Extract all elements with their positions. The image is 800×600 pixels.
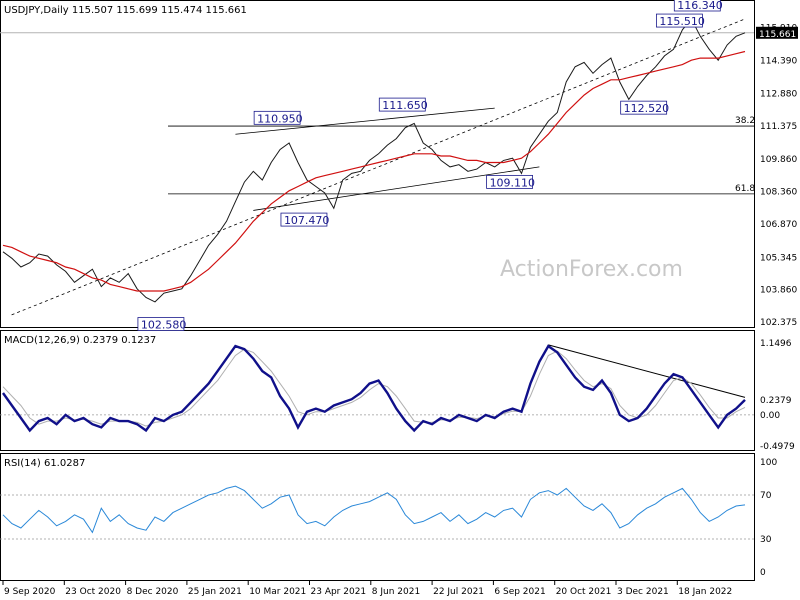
- main-y-tick-label: 105.345: [760, 253, 797, 263]
- main-y-tick-label: 103.860: [760, 286, 797, 296]
- current-price-tag: [756, 26, 798, 39]
- annotation-label: 112.520: [624, 102, 670, 115]
- annotation-label: 110.950: [257, 112, 303, 125]
- annotation-box: [137, 317, 185, 331]
- macd-y-tick-label: 1.1496: [760, 339, 792, 349]
- macd-y-tick-label: 0.00: [760, 411, 780, 421]
- main-y-tick-label: 108.360: [760, 188, 797, 198]
- main-y-tick-label: 111.375: [760, 122, 797, 132]
- fib-level-label: 61.8: [735, 184, 755, 194]
- x-tick-label: 23 Oct 2020: [65, 587, 121, 597]
- x-tick-label: 20 Oct 2021: [556, 587, 612, 597]
- annotation-label: 115.510: [659, 15, 705, 28]
- axes: 115.910114.390112.880111.375109.860108.3…: [2, 23, 798, 597]
- macd-title: MACD(12,26,9) 0.2379 0.1237: [4, 335, 156, 346]
- annotation-label: 109.110: [490, 176, 536, 189]
- x-tick-label: 25 Jan 2021: [188, 587, 242, 597]
- x-tick-label: 6 Sep 2021: [494, 587, 545, 597]
- macd-y-tick-label: -0.4979: [760, 442, 795, 452]
- main-title: USDJPY,Daily 115.507 115.699 115.474 115…: [4, 5, 247, 16]
- rsi-y-tick-label: 30: [760, 535, 772, 545]
- annotation-label: 102.580: [141, 319, 187, 332]
- annotation-box: [378, 97, 426, 112]
- sma-series-line: [2, 50, 746, 292]
- trendline-lower: [253, 166, 540, 211]
- x-tick-label: 3 Dec 2021: [617, 587, 669, 597]
- macd-chart: [0, 344, 754, 433]
- x-tick-label: 8 Dec 2020: [127, 587, 179, 597]
- watermark: ActionForex.com: [500, 257, 683, 282]
- macd-series-line: [2, 344, 746, 433]
- annotation-box: [253, 110, 301, 125]
- x-tick-label: 10 Mar 2021: [249, 587, 306, 597]
- main-y-tick-label: 112.880: [760, 89, 797, 99]
- annotation-box: [486, 174, 533, 189]
- macd-panel-frame: [0, 330, 755, 451]
- main-y-tick-label: 114.390: [760, 56, 797, 66]
- rsi-y-tick-label: 0: [760, 568, 766, 578]
- macd-y-tick-label: 0.2379: [760, 396, 792, 406]
- annotation-label: 111.650: [382, 99, 428, 112]
- rsi-y-tick-label: 100: [760, 458, 777, 468]
- annotation-box: [620, 100, 668, 115]
- annotation-label: 116.340: [677, 0, 723, 12]
- fib-level-label: 38.2: [735, 116, 755, 126]
- rsi-panel-frame: [0, 453, 755, 581]
- x-tick-label: 9 Sep 2020: [4, 587, 56, 597]
- x-tick-label: 8 Jun 2021: [372, 587, 420, 597]
- main-chart: 38.2 61.8 102.580 107.470 110.950 111.650 109.…: [0, 0, 755, 332]
- rsi-title: RSI(14) 61.0287: [4, 458, 85, 469]
- trendline-upper: [235, 107, 495, 135]
- main-y-tick-label: 106.870: [760, 220, 797, 230]
- annotation-box: [280, 212, 328, 227]
- annotation-label: 107.470: [284, 214, 330, 227]
- rsi-chart: [0, 485, 754, 540]
- current-price-label: 115.661: [759, 30, 796, 40]
- rsi-series-line: [2, 485, 746, 534]
- annotation-box: [656, 13, 703, 28]
- x-tick-label: 22 Jul 2021: [433, 587, 484, 597]
- annotation-box: [673, 0, 721, 12]
- main-y-tick-label: 109.860: [760, 155, 797, 165]
- x-tick-label: 23 Apr 2021: [311, 587, 367, 597]
- main-y-tick-label: 102.375: [760, 318, 797, 328]
- price-series-line: [2, 17, 746, 303]
- main-panel-frame: [0, 0, 755, 328]
- macd-trendline: [548, 344, 746, 398]
- rsi-y-tick-label: 70: [760, 491, 772, 501]
- x-tick-label: 18 Jan 2022: [678, 587, 732, 597]
